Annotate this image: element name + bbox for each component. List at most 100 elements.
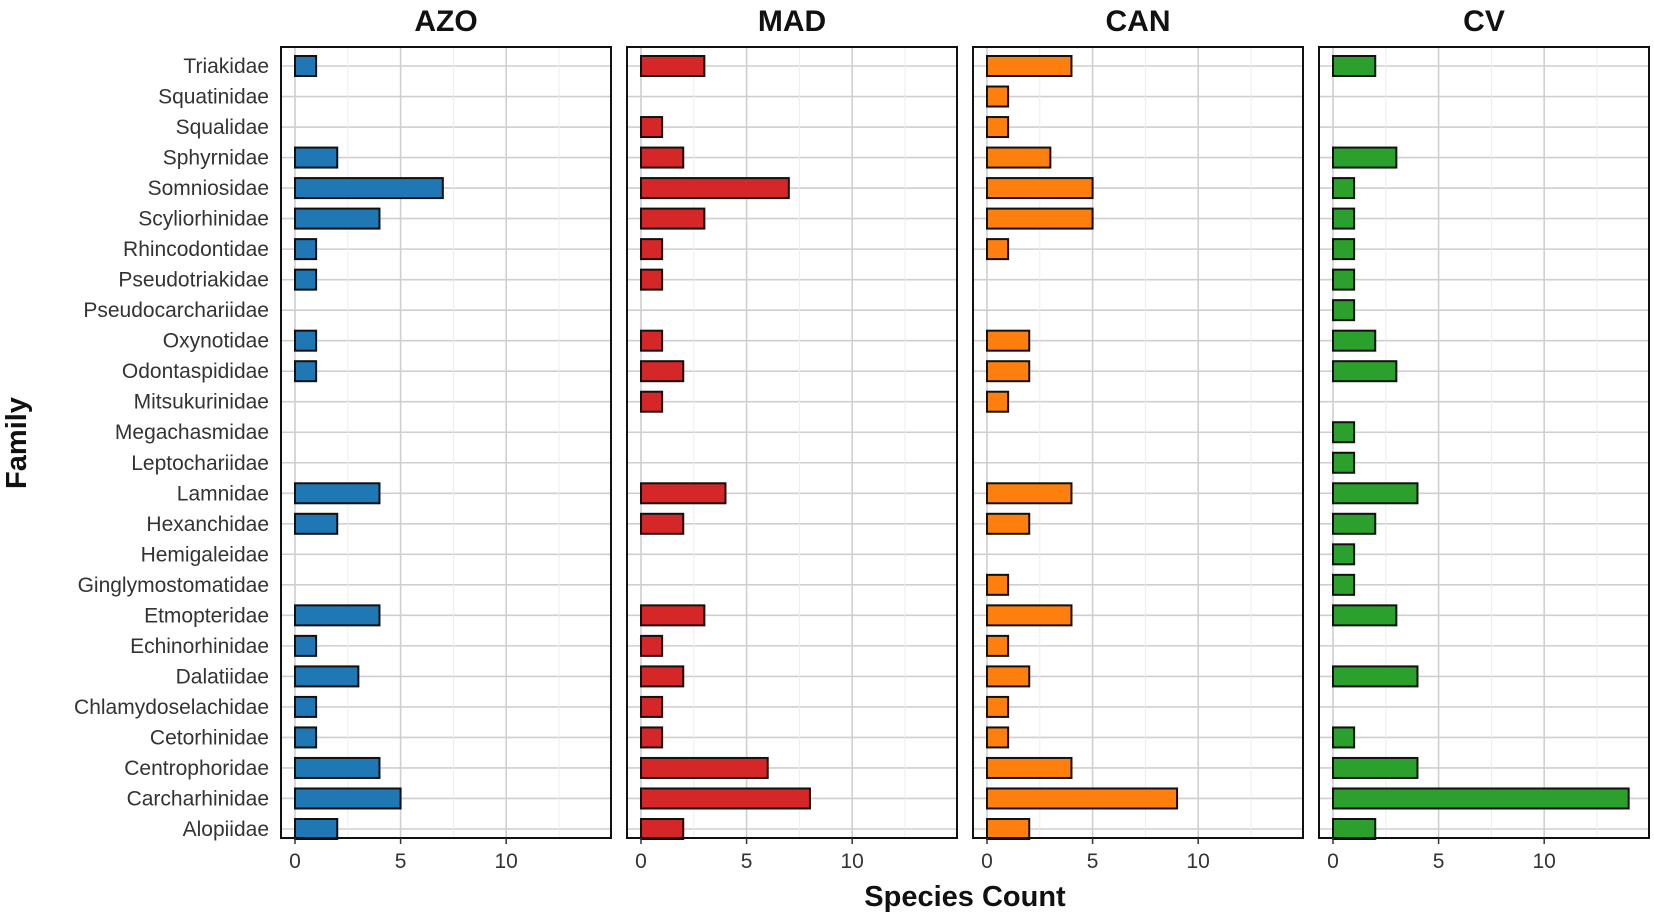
bar-mad-odontaspididae <box>640 360 685 383</box>
bar-cv-hexanchidae <box>1332 512 1377 535</box>
family-label-pseudotriakidae: Pseudotriakidae <box>118 269 269 292</box>
family-label-squatinidae: Squatinidae <box>158 86 269 109</box>
family-label-centrophoridae: Centrophoridae <box>124 757 269 780</box>
bar-cv-etmopteridae <box>1332 604 1398 627</box>
bar-mad-sphyrnidae <box>640 146 685 169</box>
bar-mad-alopiidae <box>640 818 685 840</box>
x-axis-title: Species Count <box>864 881 1066 913</box>
bar-azo-lamnidae <box>294 482 381 505</box>
bar-cv-centrophoridae <box>1332 756 1419 779</box>
panel-frame <box>1318 46 1650 839</box>
family-label-mitsukurinidae: Mitsukurinidae <box>134 391 269 414</box>
bar-azo-etmopteridae <box>294 604 381 627</box>
bar-mad-somniosidae <box>640 177 790 200</box>
bar-mad-chlamydoselachidae <box>640 695 664 718</box>
family-label-somniosidae: Somniosidae <box>148 177 269 200</box>
bar-can-echinorhinidae <box>986 634 1010 657</box>
family-label-chlamydoselachidae: Chlamydoselachidae <box>74 696 269 719</box>
bar-mad-squalidae <box>640 116 664 139</box>
family-label-triakidae: Triakidae <box>183 55 269 78</box>
bar-cv-odontaspididae <box>1332 360 1398 383</box>
bar-azo-pseudotriakidae <box>294 268 318 291</box>
bar-cv-alopiidae <box>1332 818 1377 840</box>
bar-can-carcharhinidae <box>986 787 1179 810</box>
bar-mad-hexanchidae <box>640 512 685 535</box>
family-label-megachasmidae: Megachasmidae <box>115 421 269 444</box>
bar-can-ginglymostomatidae <box>986 573 1010 596</box>
panel-title-mad: MAD <box>758 5 826 38</box>
bar-cv-carcharhinidae <box>1332 787 1630 810</box>
bar-can-somniosidae <box>986 177 1094 200</box>
bar-cv-dalatiidae <box>1332 665 1419 688</box>
bar-can-rhincodontidae <box>986 238 1010 261</box>
bar-cv-pseudotriakidae <box>1332 268 1356 291</box>
bar-azo-echinorhinidae <box>294 634 318 657</box>
x-tick-label: 10 <box>1187 850 1210 873</box>
bar-azo-oxynotidae <box>294 329 318 352</box>
family-label-echinorhinidae: Echinorhinidae <box>130 635 269 658</box>
family-label-sphyrnidae: Sphyrnidae <box>163 147 269 170</box>
bar-mad-lamnidae <box>640 482 727 505</box>
family-label-hemigaleidae: Hemigaleidae <box>141 543 269 566</box>
family-label-pseudocarchariidae: Pseudocarchariidae <box>83 299 269 322</box>
panel-frame <box>280 46 612 839</box>
bar-mad-echinorhinidae <box>640 634 664 657</box>
panel-can: CAN 0 5 10 <box>972 5 1304 873</box>
bar-cv-triakidae <box>1332 55 1377 77</box>
panel-title-can: CAN <box>1106 5 1171 38</box>
bar-can-lamnidae <box>986 482 1073 505</box>
bar-cv-pseudocarchariidae <box>1332 299 1356 322</box>
bar-azo-dalatiidae <box>294 665 360 688</box>
family-label-dalatiidae: Dalatiidae <box>176 665 269 688</box>
family-label-leptochariidae: Leptochariidae <box>131 452 269 475</box>
bar-cv-megachasmidae <box>1332 421 1356 444</box>
bar-mad-carcharhinidae <box>640 787 811 810</box>
x-tick-label: 0 <box>981 850 993 873</box>
x-tick-label: 5 <box>741 850 753 873</box>
family-label-scyliorhinidae: Scyliorhinidae <box>138 208 269 231</box>
bar-can-cetorhinidae <box>986 726 1010 749</box>
x-tick-label: 0 <box>1327 850 1339 873</box>
bar-azo-alopiidae <box>294 818 339 840</box>
bar-mad-mitsukurinidae <box>640 390 664 413</box>
bar-azo-sphyrnidae <box>294 146 339 169</box>
family-label-oxynotidae: Oxynotidae <box>163 330 269 353</box>
y-axis-title: Family <box>1 397 33 489</box>
bar-can-chlamydoselachidae <box>986 695 1010 718</box>
family-label-alopiidae: Alopiidae <box>183 818 269 841</box>
x-tick-label: 10 <box>841 850 864 873</box>
bar-can-dalatiidae <box>986 665 1031 688</box>
bar-azo-carcharhinidae <box>294 787 402 810</box>
bar-cv-scyliorhinidae <box>1332 207 1356 230</box>
bar-can-squalidae <box>986 116 1010 139</box>
family-label-hexanchidae: Hexanchidae <box>146 513 269 536</box>
family-label-carcharhinidae: Carcharhinidae <box>127 787 269 810</box>
bar-can-sphyrnidae <box>986 146 1052 169</box>
family-axis-labels: Triakidae Squatinidae Squalidae Sphyrnidae S… <box>74 55 269 841</box>
bar-mad-oxynotidae <box>640 329 664 352</box>
bar-mad-etmopteridae <box>640 604 706 627</box>
bar-azo-rhincodontidae <box>294 238 318 261</box>
panel-title-azo: AZO <box>414 5 477 38</box>
bar-mad-dalatiidae <box>640 665 685 688</box>
x-tick-label: 5 <box>1433 850 1445 873</box>
bar-cv-leptochariidae <box>1332 451 1356 474</box>
bar-azo-centrophoridae <box>294 756 381 779</box>
bar-mad-triakidae <box>640 55 706 77</box>
family-label-ginglymostomatidae: Ginglymostomatidae <box>78 574 269 597</box>
chart-panels: AZO 0 5 10 MAD 0 5 10 CAN 0 5 10 CV 0 5 10 <box>280 5 1650 873</box>
bar-cv-lamnidae <box>1332 482 1419 505</box>
family-label-squalidae: Squalidae <box>176 116 269 139</box>
bar-cv-somniosidae <box>1332 177 1356 200</box>
bar-cv-sphyrnidae <box>1332 146 1398 169</box>
family-label-lamnidae: Lamnidae <box>177 482 269 505</box>
bar-azo-triakidae <box>294 55 318 77</box>
panel-cv: CV 0 5 10 <box>1318 5 1650 873</box>
panel-azo: AZO 0 5 10 <box>280 5 612 873</box>
bar-cv-ginglymostomatidae <box>1332 573 1356 596</box>
bar-mad-scyliorhinidae <box>640 207 706 230</box>
bar-can-etmopteridae <box>986 604 1073 627</box>
bar-mad-rhincodontidae <box>640 238 664 261</box>
bar-azo-cetorhinidae <box>294 726 318 749</box>
